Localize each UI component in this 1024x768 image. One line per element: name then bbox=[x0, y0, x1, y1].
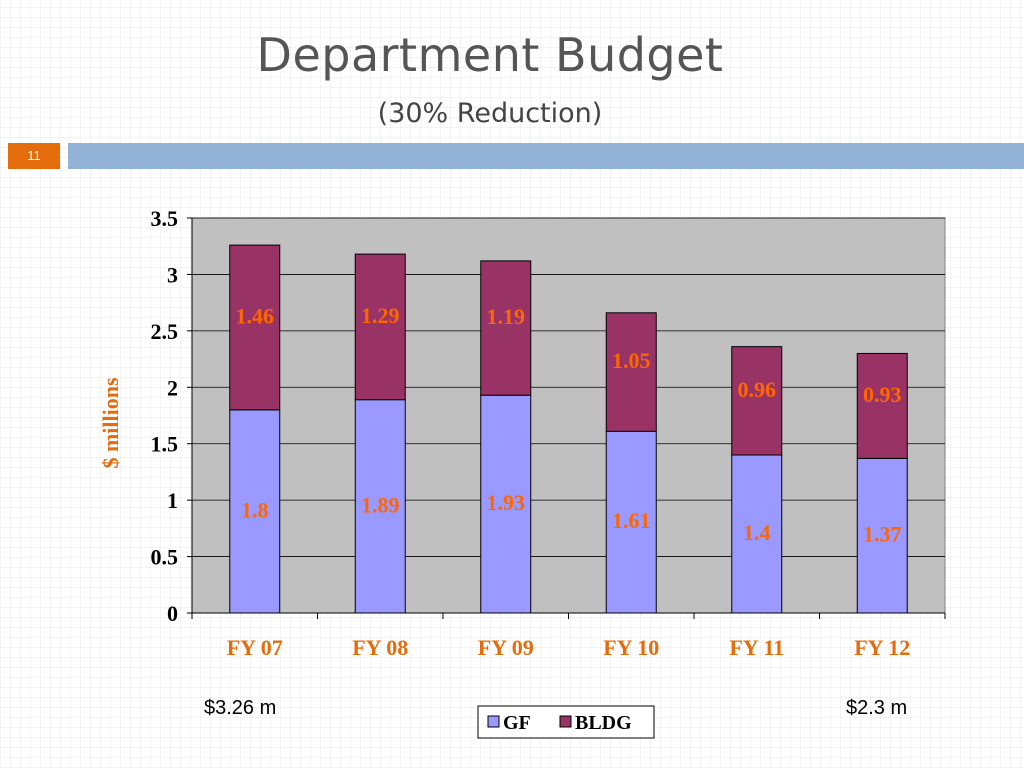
y-tick-label: 0 bbox=[167, 601, 178, 626]
y-tick-label: 0.5 bbox=[151, 545, 179, 570]
legend-swatch-gf bbox=[487, 715, 500, 728]
x-tick-label: FY 07 bbox=[227, 635, 283, 660]
bar-gf-fy-09 bbox=[480, 394, 532, 614]
slide-subtitle: (30% Reduction) bbox=[377, 98, 603, 129]
data-label: 1.46 bbox=[236, 303, 275, 328]
bar-bldg-fy-10 bbox=[605, 312, 657, 432]
bar-bldg-fy-09 bbox=[480, 260, 532, 396]
data-label: 1.4 bbox=[743, 520, 771, 545]
legend-swatch-bldg bbox=[559, 715, 572, 728]
y-tick-label: 2.5 bbox=[151, 319, 179, 344]
x-tick-label: FY 08 bbox=[352, 635, 408, 660]
data-label: 1.8 bbox=[241, 497, 269, 522]
data-label: 1.89 bbox=[361, 492, 400, 517]
legend-label-gf: GF bbox=[503, 712, 531, 734]
data-label: 1.05 bbox=[612, 348, 651, 373]
legend-label-bldg: BLDG bbox=[575, 712, 632, 734]
y-tick-label: 3 bbox=[167, 262, 178, 287]
y-tick-label: 1 bbox=[167, 488, 178, 513]
y-axis-label: $ millions bbox=[98, 377, 123, 469]
y-tick-label: 2 bbox=[167, 375, 178, 400]
data-label: 1.93 bbox=[487, 490, 526, 515]
header-bar bbox=[68, 143, 1024, 169]
x-tick-label: FY 11 bbox=[729, 635, 784, 660]
bar-gf-fy-11 bbox=[731, 454, 783, 614]
x-tick-label: FY 12 bbox=[854, 635, 910, 660]
note-end-total: $2.3 m bbox=[846, 697, 908, 719]
x-tick-label: FY 09 bbox=[478, 635, 534, 660]
slide-number: 11 bbox=[8, 143, 60, 169]
bar-bldg-fy-07 bbox=[229, 244, 281, 411]
data-label: 1.37 bbox=[863, 522, 902, 547]
data-label: 1.29 bbox=[361, 303, 400, 328]
y-tick-label: 3.5 bbox=[151, 206, 179, 231]
bar-bldg-fy-08 bbox=[354, 253, 406, 401]
x-tick-label: FY 10 bbox=[603, 635, 659, 660]
bar-bldg-fy-12 bbox=[856, 352, 908, 459]
data-label: 0.93 bbox=[863, 382, 902, 407]
data-label: 1.61 bbox=[612, 508, 651, 533]
data-label: 0.96 bbox=[738, 377, 777, 402]
bar-bldg-fy-11 bbox=[731, 346, 783, 456]
data-label: 1.19 bbox=[487, 304, 526, 329]
slide-title: Department Budget bbox=[256, 28, 724, 82]
y-tick-label: 1.5 bbox=[151, 432, 179, 457]
chart-legend: GF BLDG bbox=[477, 705, 655, 739]
note-start-total: $3.26 m bbox=[204, 697, 277, 719]
plot-area bbox=[191, 217, 946, 614]
